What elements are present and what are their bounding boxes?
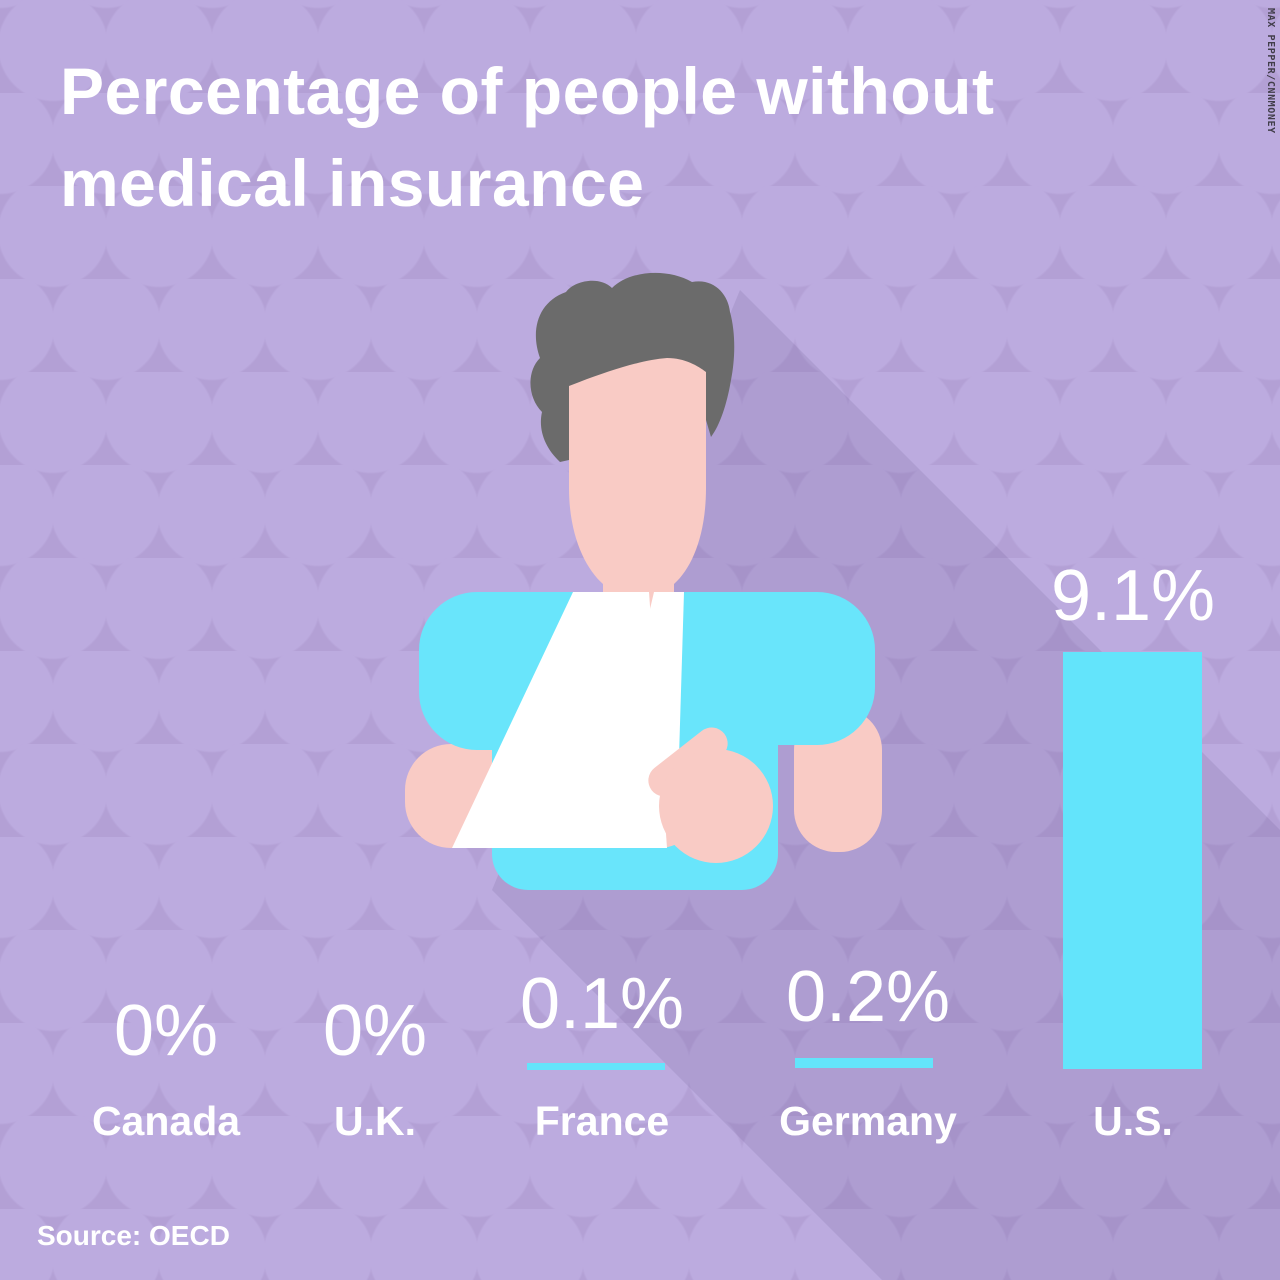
- label-us: U.S.: [1093, 1098, 1173, 1144]
- page-title-line2: medical insurance: [60, 146, 645, 220]
- bar-us: [1063, 652, 1202, 1069]
- value-uk: 0%: [322, 991, 428, 1071]
- person-hair: [530, 272, 735, 462]
- person-face-neck: [569, 352, 706, 658]
- label-canada: Canada: [91, 1098, 241, 1144]
- bar-germany: [795, 1058, 933, 1068]
- page-title: Percentage of people without medical ins…: [60, 45, 994, 229]
- page-title-line1: Percentage of people without: [60, 54, 995, 128]
- label-uk: U.K.: [334, 1098, 416, 1144]
- label-france: France: [534, 1098, 670, 1144]
- person-illustration: [405, 272, 882, 890]
- value-canada: 0%: [113, 991, 219, 1071]
- value-france: 0.1%: [519, 964, 685, 1044]
- source-note: Source: OECD: [37, 1220, 230, 1251]
- bar-france: [527, 1063, 665, 1070]
- person-fist: [659, 749, 773, 863]
- sling-pouch: [452, 592, 667, 848]
- value-us: 9.1%: [1050, 556, 1216, 636]
- value-germany: 0.2%: [785, 957, 951, 1037]
- label-germany: Germany: [779, 1098, 957, 1144]
- credit-byline: MAX PEPPER/CNNMONEY: [1265, 8, 1276, 134]
